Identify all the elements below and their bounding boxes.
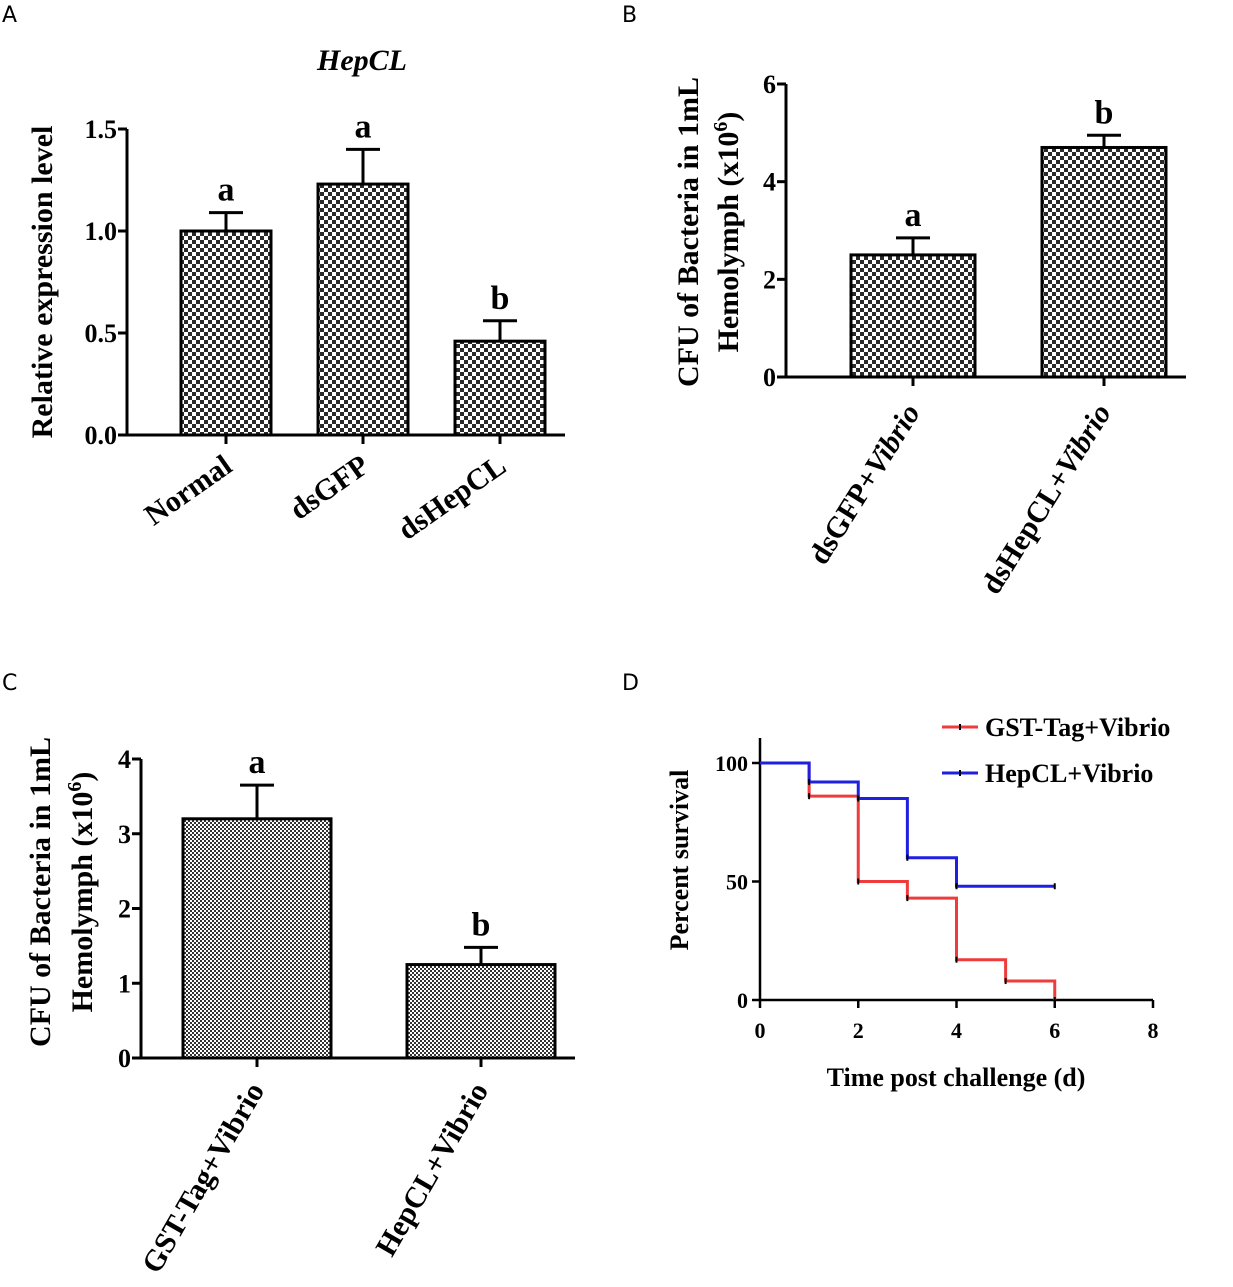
chart-a-significance-label: a [218, 172, 235, 209]
chart-a-bar [453, 339, 547, 437]
chart-b-category-label: dsGFP+Vibrio [802, 398, 927, 570]
chart-a-bar [179, 229, 273, 437]
chart-c-y-tick-label: 1 [118, 969, 131, 998]
chart-b-bar [849, 253, 977, 379]
chart-a-category-label: Normal [139, 449, 238, 532]
chart-b-y-axis-label-line2: Hemolymph (x106) [710, 112, 745, 353]
chart-b-cfu-dsrna: CFU of Bacteria in 1mL Hemolymph (x106) … [672, 70, 1186, 600]
chart-d-x-tick-label: 4 [951, 1018, 962, 1043]
chart-b-y-tick-label: 2 [763, 265, 776, 294]
chart-d-x-axis-label: Time post challenge (d) [827, 1063, 1086, 1092]
chart-c-bar [405, 963, 557, 1060]
chart-d-y-tick-label: 100 [715, 751, 748, 776]
panel-letter-d: D [622, 671, 639, 696]
chart-b-category-label: dsHepCL+Vibrio [975, 398, 1118, 600]
panel-letter-c: C [2, 671, 17, 696]
panel-letter-a: A [2, 3, 17, 28]
chart-b-y-tick-label: 4 [763, 168, 776, 197]
chart-a-y-tick-label: 1.0 [85, 217, 118, 246]
chart-c-cfu-protein: CFU of Bacteria in 1mL Hemolymph (x106) … [24, 737, 575, 1279]
chart-c-significance-label: b [472, 906, 491, 943]
chart-d-series-line-hepcl [760, 761, 1055, 888]
chart-a-y-axis-label: Relative expression level [26, 126, 59, 439]
chart-b-y-axis-label-line1: CFU of Bacteria in 1mL [672, 77, 705, 387]
chart-c-y-axis-label-line1: CFU of Bacteria in 1mL [24, 737, 57, 1047]
chart-a-relative-expression: HepCL Relative expression level 0.0 0.5 1.… [26, 44, 565, 546]
chart-d-survival: Percent survival Time post challenge (d)… [665, 713, 1170, 1092]
chart-c-y-tick-label: 3 [118, 820, 131, 849]
chart-c-y-tick-label: 4 [118, 745, 131, 774]
chart-d-x-tick-label: 2 [853, 1018, 864, 1043]
chart-a-y-tick-label: 0.5 [85, 319, 118, 348]
chart-d-y-axis-label: Percent survival [665, 770, 694, 951]
chart-c-y-tick-label: 0 [118, 1044, 131, 1073]
chart-c-y-axis-label-line2: Hemolymph (x106) [64, 772, 99, 1013]
chart-b-y-tick-label: 6 [763, 70, 776, 99]
chart-b-significance-label: a [905, 197, 922, 234]
chart-c-y-tick-label: 2 [118, 895, 131, 924]
chart-a-title: HepCL [316, 44, 407, 77]
chart-a-category-label: dsHepCL [392, 449, 512, 547]
chart-b-y-tick-label: 0 [763, 363, 776, 392]
panel-letter-b: B [622, 3, 637, 28]
chart-a-significance-label: b [491, 280, 510, 317]
chart-d-x-tick-label: 8 [1148, 1018, 1159, 1043]
chart-a-y-tick-label: 1.5 [85, 115, 118, 144]
chart-d-x-tick-label: 0 [755, 1018, 766, 1043]
chart-b-significance-label: b [1095, 94, 1114, 131]
chart-c-significance-label: a [249, 744, 266, 781]
chart-c-category-label: HepCL+Vibrio [369, 1077, 495, 1262]
chart-d-legend-label: GST-Tag+Vibrio [985, 713, 1170, 742]
chart-a-category-label: dsGFP [284, 449, 375, 527]
chart-a-bar [316, 182, 410, 437]
chart-d-x-tick-label: 6 [1049, 1018, 1060, 1043]
chart-a-y-tick-label: 0.0 [85, 421, 118, 450]
chart-c-category-label: GST-Tag+Vibrio [136, 1077, 272, 1279]
chart-d-legend-label: HepCL+Vibrio [985, 759, 1153, 788]
chart-d-y-tick-label: 0 [737, 988, 748, 1013]
chart-b-bar [1040, 145, 1168, 379]
chart-a-significance-label: a [355, 108, 372, 145]
chart-d-y-tick-label: 50 [726, 870, 748, 895]
chart-c-bar [181, 817, 333, 1060]
